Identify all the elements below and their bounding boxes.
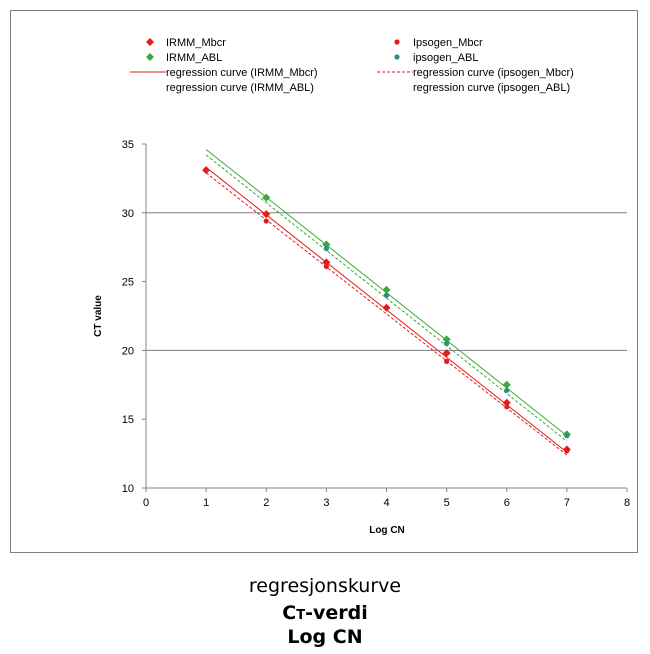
- legend-marker: [394, 39, 400, 45]
- legend-label: regression curve (IRMM_Mbcr): [166, 67, 318, 79]
- caption-title: regresjonskurve: [248, 575, 402, 597]
- data-point: [502, 380, 511, 389]
- x-tick-label: 5: [444, 497, 450, 509]
- axes-layer: 10 15 20 25 30 35 0 1 2 3 4 5 6 7 8: [122, 139, 630, 509]
- data-point: [322, 258, 331, 267]
- x-tick-label: 1: [203, 497, 209, 509]
- y-tick-label: 35: [122, 139, 134, 151]
- legend-marker: [146, 53, 154, 61]
- x-tick-label: 0: [143, 497, 149, 509]
- y-tick-label: 25: [122, 277, 134, 289]
- legend-label: IRMM_Mbcr: [166, 37, 226, 49]
- data-point: [262, 193, 271, 202]
- caption-ct-value: CT-verdi: [0, 602, 650, 624]
- data-point: [383, 292, 390, 298]
- legend-label: regression curve (IRMM_ABL): [166, 82, 314, 94]
- data-point: [502, 398, 511, 407]
- y-tick-label: 15: [122, 414, 134, 426]
- data-point: [504, 404, 510, 410]
- legend-marker: [394, 54, 400, 60]
- data-point: [504, 387, 510, 393]
- data-points-layer: [202, 166, 571, 454]
- caption-ct-subscript: T: [296, 608, 306, 623]
- data-point: [262, 210, 271, 219]
- data-point: [323, 263, 329, 270]
- y-tick-label: 10: [122, 483, 134, 495]
- y-axis-label: CT value: [93, 295, 104, 337]
- x-tick-label: 6: [504, 497, 510, 509]
- grid-layer: [146, 212, 627, 351]
- scatter-chart: 10 15 20 25 30 35 0 1 2 3 4 5 6 7 8 IRMM_Mbcr Ipsogen_M…: [93, 37, 630, 536]
- data-point: [202, 166, 211, 175]
- regression-line: [205, 172, 568, 456]
- regression-line: [205, 154, 568, 442]
- chart-frame: 10 15 20 25 30 35 0 1 2 3 4 5 6 7 8 IRMM_Mbcr Ipsogen_M…: [10, 10, 638, 553]
- legend-label: regression curve (ipsogen_Mbcr): [413, 67, 574, 79]
- y-tick-label: 30: [122, 208, 134, 220]
- data-point: [442, 349, 451, 358]
- data-point: [382, 303, 391, 312]
- x-tick-label: 8: [624, 497, 630, 509]
- caption-log-cn: Log CN: [287, 626, 363, 648]
- data-point: [444, 358, 450, 365]
- data-point: [322, 240, 331, 249]
- caption-ct-rest: -verdi: [305, 602, 368, 624]
- legend: IRMM_Mbcr Ipsogen_Mbcr IRMM_ABL ipsogen_ABL…: [130, 37, 574, 94]
- x-tick-label: 2: [263, 497, 269, 509]
- x-tick-label: 7: [564, 497, 570, 509]
- y-tick-label: 20: [122, 345, 134, 357]
- data-point: [442, 335, 451, 344]
- x-tick-label: 3: [323, 497, 329, 509]
- data-point: [382, 285, 391, 294]
- legend-label: ipsogen_ABL: [413, 52, 478, 64]
- legend-marker: [146, 38, 154, 46]
- data-point: [444, 340, 450, 347]
- legend-label: regression curve (ipsogen_ABL): [413, 82, 570, 94]
- legend-label: Ipsogen_Mbcr: [413, 37, 483, 49]
- regression-layer: [205, 149, 568, 456]
- data-point: [263, 218, 269, 224]
- x-tick-label: 4: [383, 497, 389, 509]
- x-axis-label: Log CN: [369, 525, 405, 536]
- caption-ct-main: C: [282, 602, 297, 624]
- legend-label: IRMM_ABL: [166, 52, 222, 64]
- data-point: [564, 433, 570, 439]
- data-point: [323, 245, 329, 252]
- data-point: [564, 448, 570, 454]
